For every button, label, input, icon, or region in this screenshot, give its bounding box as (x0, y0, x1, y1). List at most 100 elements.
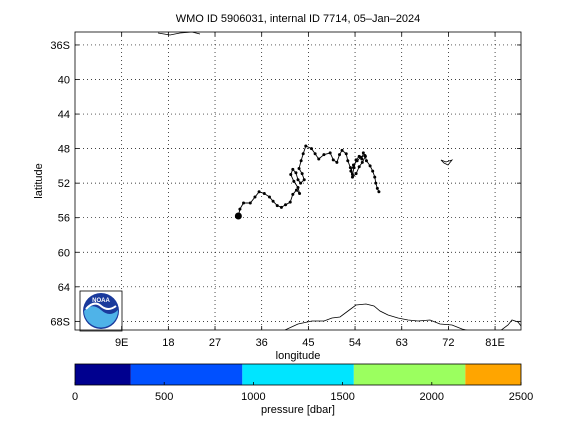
track-point (351, 163, 355, 167)
track-point (344, 152, 348, 156)
x-tick-label: 54 (349, 337, 361, 349)
track-point (262, 192, 266, 196)
track-point (291, 192, 295, 196)
track-point (355, 159, 359, 163)
plot-frame (74, 31, 522, 331)
track-point (292, 179, 296, 183)
track-point (267, 195, 271, 199)
colorbar-tick-label: 1500 (330, 391, 354, 403)
colorbar-tick-label: 1000 (241, 391, 265, 403)
track-point (238, 207, 242, 211)
track-point (349, 169, 353, 173)
track-point (299, 159, 303, 163)
track-point (368, 164, 372, 168)
track-point (337, 153, 341, 157)
x-tick-label: 45 (302, 337, 314, 349)
track-point (377, 190, 381, 194)
x-tick-label: 36 (256, 337, 268, 349)
track-point (350, 175, 354, 179)
colorbar-tick-label: 500 (155, 391, 173, 403)
track-point (361, 151, 365, 155)
track-point (275, 204, 279, 208)
colorbar-band (75, 364, 131, 385)
track-point (346, 159, 350, 163)
x-axis-label: longitude (276, 350, 321, 362)
track-point (248, 201, 252, 205)
track-point (297, 166, 301, 170)
colorbar-band (130, 364, 243, 385)
track-point (242, 201, 246, 205)
y-tick-label: 52 (58, 178, 70, 190)
y-tick-label: 60 (58, 247, 70, 259)
y-tick-label: 36S (50, 40, 70, 52)
track-point (300, 172, 304, 176)
track-point (313, 152, 317, 156)
y-axis-label: latitude (33, 163, 45, 198)
track-point (363, 154, 367, 158)
colorbar: 0 500 1000 1500 2000 2500 (72, 363, 533, 403)
track-point (279, 205, 283, 209)
track-point (317, 157, 321, 161)
x-tick-label: 27 (209, 337, 221, 349)
track-point (374, 181, 378, 185)
track-point (288, 200, 292, 204)
track-point (294, 171, 298, 175)
y-tick-label: 40 (58, 75, 70, 87)
track-point (296, 178, 300, 182)
colorbar-label: pressure [dbar] (261, 404, 335, 416)
track-point (335, 160, 339, 164)
track-line (237, 145, 380, 217)
y-tick-label: 64 (58, 282, 70, 294)
track-point (309, 147, 313, 151)
logo-text: NOAA (92, 298, 110, 304)
colorbar-band (353, 364, 466, 385)
track-point (294, 188, 298, 192)
x-tick-label: 81E (485, 337, 505, 349)
y-tick-label: 56 (58, 213, 70, 225)
track-point (350, 173, 354, 177)
track-point (328, 151, 332, 155)
x-tick-label: 9E (115, 337, 128, 349)
track-point (357, 165, 361, 169)
coastline (157, 32, 521, 330)
grid-lines (75, 32, 521, 330)
track-point (299, 181, 303, 185)
colorbar-frame (74, 363, 522, 386)
colorbar-band (465, 364, 521, 385)
track-point (253, 195, 257, 199)
noaa-logo: NOAA (79, 290, 123, 332)
track-point (360, 160, 364, 164)
track-point (371, 169, 375, 173)
track-point (284, 203, 288, 207)
track-point (364, 159, 368, 163)
y-axis: 36S 40 44 48 52 56 60 64 68S (50, 40, 521, 328)
track-point (289, 173, 293, 177)
track-point (348, 166, 352, 170)
x-tick-label: 72 (442, 337, 454, 349)
track-point (375, 186, 379, 190)
y-tick-label: 44 (58, 109, 70, 121)
colorbar-tick-label: 0 (72, 391, 78, 403)
track-point (301, 152, 305, 156)
track-point (322, 153, 326, 157)
track-point (298, 192, 302, 196)
track-point (359, 155, 363, 159)
track-point (340, 148, 344, 152)
track-point (271, 199, 275, 203)
track-point (352, 166, 356, 170)
colorbar-tick-label: 2000 (420, 391, 444, 403)
track-point (291, 167, 295, 171)
float-track (234, 144, 381, 220)
colorbar-tick-label: 2500 (509, 391, 533, 403)
track-point (296, 185, 300, 189)
track-point (302, 178, 306, 182)
y-tick-label: 48 (58, 144, 70, 156)
colorbar-band (242, 364, 354, 385)
x-tick-label: 63 (396, 337, 408, 349)
track-point (331, 158, 335, 162)
track-point (373, 175, 377, 179)
y-tick-label: 68S (50, 316, 70, 328)
x-axis: 9E 18 27 36 45 54 63 72 81E (115, 32, 505, 349)
track-point (257, 190, 261, 194)
